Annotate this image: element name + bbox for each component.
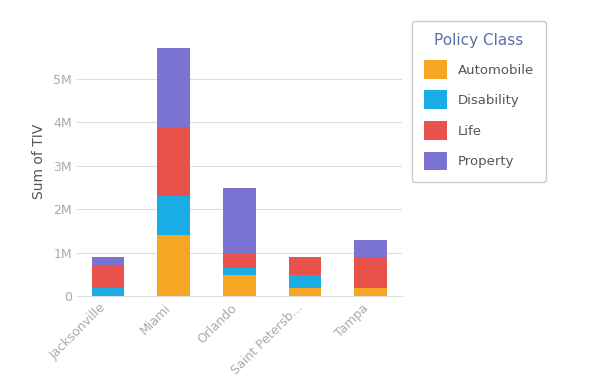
Bar — [92, 288, 125, 296]
Bar — [157, 127, 190, 196]
Bar — [288, 288, 322, 296]
Bar — [92, 257, 125, 266]
Bar — [223, 268, 256, 275]
Bar — [354, 288, 387, 296]
Bar — [288, 275, 322, 288]
Bar — [354, 240, 387, 257]
Bar — [157, 236, 190, 296]
Bar — [354, 257, 387, 288]
Bar — [223, 275, 256, 296]
Bar — [288, 257, 322, 275]
Bar — [157, 48, 190, 127]
Bar — [223, 253, 256, 268]
Bar — [92, 266, 125, 288]
Bar — [223, 188, 256, 253]
Legend: Automobile, Disability, Life, Property: Automobile, Disability, Life, Property — [412, 21, 546, 182]
Y-axis label: Sum of TIV: Sum of TIV — [33, 124, 46, 199]
Bar — [157, 196, 190, 236]
